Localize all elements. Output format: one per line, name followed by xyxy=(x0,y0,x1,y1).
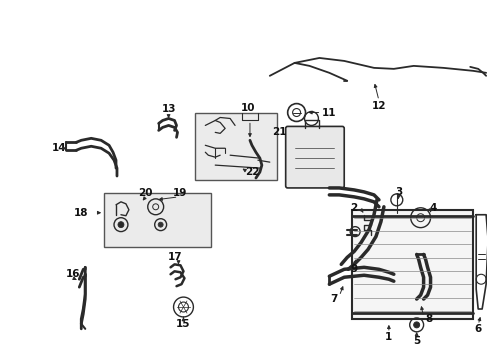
FancyBboxPatch shape xyxy=(285,126,344,188)
Circle shape xyxy=(158,222,163,227)
Text: 17: 17 xyxy=(168,252,183,262)
Text: 5: 5 xyxy=(412,336,419,346)
Text: 16: 16 xyxy=(66,269,81,279)
Text: 10: 10 xyxy=(240,103,255,113)
Text: 18: 18 xyxy=(74,208,88,218)
Text: 13: 13 xyxy=(161,104,176,113)
Text: 21: 21 xyxy=(272,127,286,138)
Text: 15: 15 xyxy=(176,319,190,329)
Circle shape xyxy=(118,222,123,228)
Bar xyxy=(104,193,211,247)
Text: 14: 14 xyxy=(52,143,67,153)
Text: 1: 1 xyxy=(385,332,392,342)
Text: 11: 11 xyxy=(322,108,336,117)
Text: 22: 22 xyxy=(244,167,259,177)
Text: 8: 8 xyxy=(424,314,431,324)
Bar xyxy=(195,113,276,180)
Bar xyxy=(351,210,472,319)
Text: 19: 19 xyxy=(173,188,187,198)
Text: 12: 12 xyxy=(371,100,386,111)
Text: 9: 9 xyxy=(350,264,357,274)
Circle shape xyxy=(413,322,419,328)
Text: 7: 7 xyxy=(330,294,337,304)
Text: 3: 3 xyxy=(394,187,402,197)
Text: 4: 4 xyxy=(429,203,436,213)
Text: 20: 20 xyxy=(138,188,153,198)
Text: 2: 2 xyxy=(350,203,357,213)
Text: 6: 6 xyxy=(473,324,481,334)
